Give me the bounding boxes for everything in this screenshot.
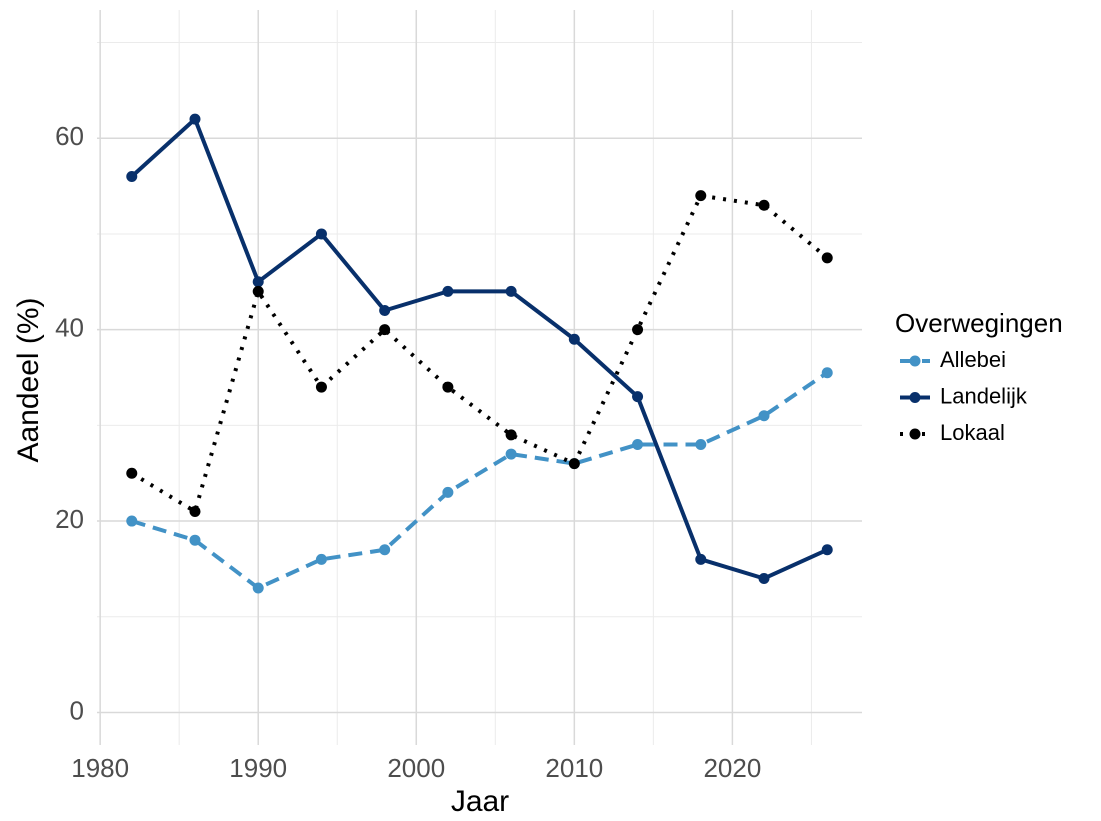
legend-title: Overwegingen — [895, 308, 1063, 338]
x-axis-title: Jaar — [451, 785, 509, 818]
data-point — [315, 381, 327, 393]
data-point — [568, 458, 580, 470]
data-point — [568, 333, 580, 345]
data-point — [695, 553, 707, 565]
data-point — [315, 553, 327, 565]
series-line — [130, 193, 829, 514]
data-point — [632, 438, 644, 450]
data-point — [695, 190, 707, 202]
data-point — [252, 285, 264, 297]
data-point — [821, 367, 833, 379]
data-point — [505, 429, 517, 441]
data-point — [442, 486, 454, 498]
data-point — [126, 467, 138, 479]
y-tick-label: 60 — [55, 121, 84, 151]
data-point — [821, 544, 833, 556]
data-point — [379, 305, 391, 317]
data-point — [695, 438, 707, 450]
data-point — [821, 252, 833, 264]
legend-key-point — [909, 428, 921, 440]
x-tick-label: 2000 — [387, 753, 445, 783]
data-point — [505, 448, 517, 460]
data-point — [442, 381, 454, 393]
y-tick-label: 0 — [70, 695, 84, 725]
x-tick-label: 1980 — [71, 753, 129, 783]
data-point — [758, 410, 770, 422]
legend-label: Lokaal — [940, 420, 1005, 445]
data-point — [126, 515, 138, 527]
legend-label: Landelijk — [940, 383, 1028, 408]
x-tick-label: 2020 — [703, 753, 761, 783]
data-point — [632, 391, 644, 403]
y-axis-title: Aandeel (%) — [12, 297, 45, 462]
data-point — [189, 534, 201, 546]
data-point — [379, 544, 391, 556]
data-point — [189, 113, 201, 125]
data-point — [379, 324, 391, 336]
data-point — [252, 276, 264, 288]
legend-label: Allebei — [940, 347, 1006, 372]
data-point — [505, 285, 517, 297]
data-point — [442, 285, 454, 297]
legend-key-point — [909, 392, 921, 403]
series-line — [131, 371, 829, 591]
x-tick-label: 2010 — [545, 753, 603, 783]
data-point — [758, 199, 770, 211]
y-tick-label: 40 — [55, 313, 84, 343]
data-point — [315, 228, 327, 240]
x-tick-label: 1990 — [229, 753, 287, 783]
data-point — [126, 171, 138, 183]
data-point — [632, 324, 644, 336]
legend-key-point — [909, 355, 921, 367]
data-point — [252, 582, 264, 594]
y-tick-label: 20 — [55, 504, 84, 534]
data-point — [189, 505, 201, 517]
series-line — [130, 117, 829, 581]
data-point — [758, 572, 770, 584]
